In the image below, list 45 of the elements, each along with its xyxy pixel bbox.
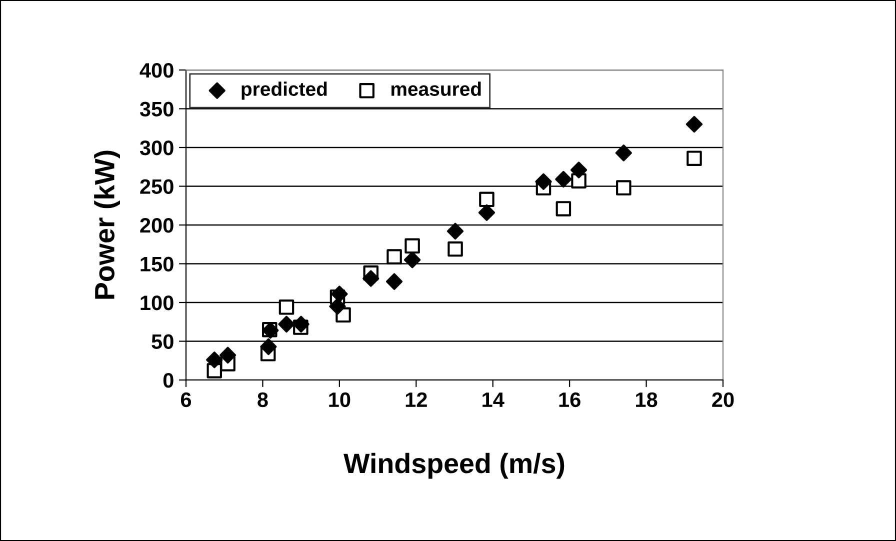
point: [615, 144, 632, 162]
point: [219, 346, 236, 364]
legend-label: measured: [391, 82, 481, 96]
x-tick-label: 12: [406, 392, 427, 407]
x-tick-label: 16: [559, 392, 580, 408]
y-tick-label: 0: [163, 373, 174, 388]
point: [404, 252, 421, 268]
point: [260, 338, 277, 356]
point: [278, 316, 295, 333]
point: [570, 162, 588, 178]
y-tick-label: 100: [140, 296, 174, 310]
point: [278, 300, 294, 315]
point: [556, 201, 572, 216]
point: [448, 241, 463, 257]
x-axis-title: Windspeed (m/s): [344, 452, 564, 479]
y-tick-label: 50: [152, 334, 174, 350]
point: [479, 192, 494, 208]
y-tick-label: 300: [140, 140, 174, 156]
legend-label: predicted: [242, 82, 327, 100]
x-tick-label: 6: [180, 392, 192, 408]
point: [404, 238, 420, 254]
y-axis-title: Power (kW): [94, 150, 120, 299]
x-tick-label: 8: [258, 392, 268, 408]
y-tick-label: 200: [140, 218, 174, 233]
x-tick-label: 20: [712, 392, 734, 408]
point: [386, 249, 402, 264]
point: [446, 222, 464, 240]
point: [206, 352, 223, 368]
x-tick-label: 14: [482, 392, 504, 407]
point: [478, 204, 496, 221]
y-tick-label: 350: [140, 102, 174, 117]
point: [616, 180, 632, 196]
y-tick-label: 400: [140, 63, 174, 78]
x-tick-label: 10: [329, 392, 350, 408]
point: [535, 173, 552, 190]
point: [686, 116, 703, 133]
y-tick-label: 250: [140, 179, 174, 194]
point: [331, 286, 348, 302]
x-tick-label: 18: [636, 392, 658, 408]
y-tick-label: 150: [140, 256, 174, 272]
point: [329, 298, 346, 315]
point: [386, 273, 403, 290]
point: [362, 270, 380, 287]
point: [686, 150, 702, 166]
point: [555, 170, 572, 188]
